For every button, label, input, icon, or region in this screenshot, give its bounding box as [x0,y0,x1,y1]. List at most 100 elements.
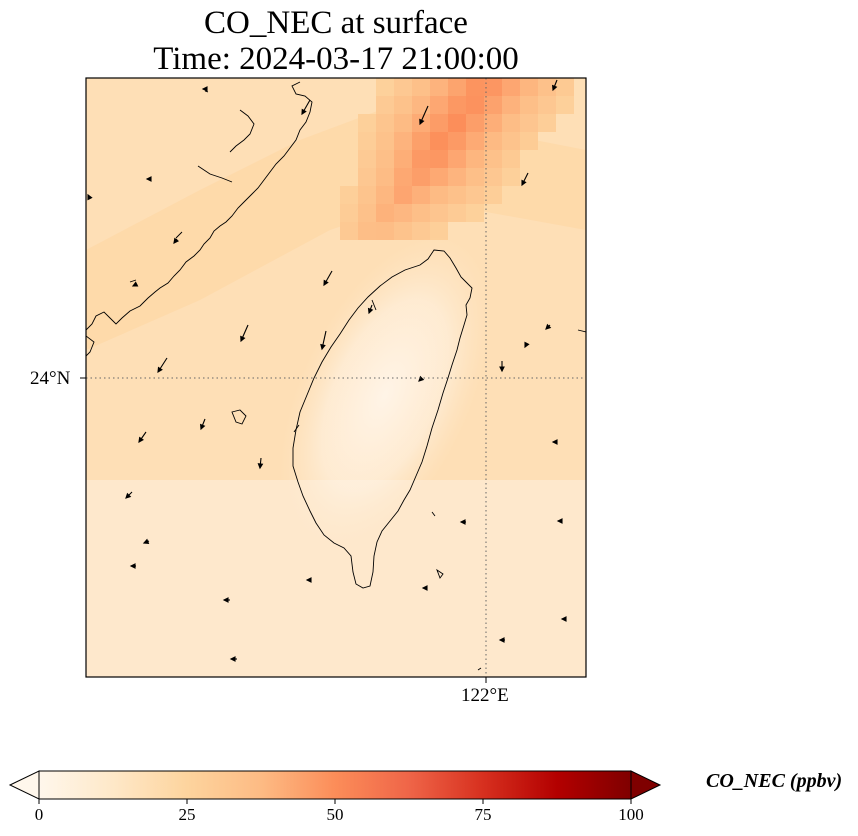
plume-cell [412,150,430,168]
lon-tick-label: 122°E [461,685,509,706]
plume-cell [466,204,484,222]
plume-cell [430,204,448,222]
plume-cell [358,204,376,222]
concentration-field [86,78,586,677]
plume-cell [502,96,520,114]
plume-cell [502,78,520,96]
plume-cell [394,78,412,96]
plume-cell [430,186,448,204]
lat-tick-label: 24°N [30,368,71,389]
plume-cell [502,168,520,186]
plume-cell [394,222,412,240]
colorbar-tick-label-25: 25 [178,805,196,824]
wind-arrow-head [323,279,329,287]
colorbar-extend-max [630,770,662,800]
plume-cell [430,132,448,150]
plume-cell [466,114,484,132]
wind-arrow-head [498,637,505,643]
plume-cell [412,96,430,114]
plume-cell [466,150,484,168]
plume-cell [376,204,394,222]
plume-cell [538,96,556,114]
plume-cell [376,150,394,168]
wind-arrow-head [229,656,236,662]
plume-cell [448,186,466,204]
plume-cell [430,168,448,186]
plume-cell [502,132,520,150]
wind-arrow-head [560,616,567,622]
plume-cell [340,204,358,222]
plume-cell [502,114,520,132]
plume-cell [448,168,466,186]
plume-cell [358,222,376,240]
plume-cell [484,168,502,186]
wind-arrow-head [459,519,466,525]
wind-arrow-head [301,108,307,116]
colorbar-tick-label-0: 0 [34,805,44,824]
plume-cell [358,132,376,150]
taiwan-coastline [292,249,473,589]
wind-arrow-head [138,436,144,444]
plume-cell [412,78,430,96]
plume-cell [430,78,448,96]
plume-cell [520,114,538,132]
wind-arrow-head [552,84,558,92]
wind-arrow-head [87,193,93,201]
wind-arrow-head [499,366,505,373]
plume-cell [394,132,412,150]
wind-arrow-head [257,463,264,470]
wind-arrow-head [551,439,558,445]
plume-cell [430,114,448,132]
plume-cell [538,78,556,96]
plume-cell [394,204,412,222]
plume-cell [376,186,394,204]
plume-cell [358,168,376,186]
wind-arrow-head [367,307,374,315]
colorbar-extend-min [8,770,40,800]
wind-arrow-head [157,366,163,374]
plume-cell [484,114,502,132]
colorbar [8,770,662,804]
plume-cell [358,114,376,132]
plume-cell [466,96,484,114]
wind-arrow-head [173,237,180,244]
plume-cell [484,96,502,114]
plume-cell [520,78,538,96]
wind-arrow-head [131,281,139,287]
plume-cell [340,186,358,204]
co-plume [340,78,574,240]
plume-cell [466,132,484,150]
wind-arrow-head [524,341,530,349]
plume-cell [412,132,430,150]
plume-cell [376,168,394,186]
wind-arrow-head [142,538,150,544]
plume-cell [448,204,466,222]
colorbar-label: CO_NEC (ppbv) [706,770,843,792]
wind-arrow-head [556,518,563,524]
plume-cell [448,78,466,96]
colorbar-tick-label-75: 75 [474,805,492,824]
wind-arrow-head [200,423,206,431]
plume-cell [484,150,502,168]
colorbar-tick-label-50: 50 [326,805,344,824]
wind-arrow-head [201,86,208,92]
plume-cell [556,96,574,114]
plume-cell [340,222,358,240]
plume-cell [358,186,376,204]
colorbar-tick-marks [38,799,632,804]
plume-cell [448,114,466,132]
chart-title: CO_NEC at surface [204,5,468,41]
wind-arrow-head [129,563,136,569]
plume-cell [412,186,430,204]
colorbar-body [38,770,632,800]
gridlines [86,78,586,677]
plume-cell [466,186,484,204]
wind-arrow-head [240,335,246,343]
wind-arrow-head [545,323,552,330]
plume-cell [430,96,448,114]
plume-cell [376,114,394,132]
plume-cell [412,204,430,222]
plume-cell [466,168,484,186]
plume-cell [376,222,394,240]
